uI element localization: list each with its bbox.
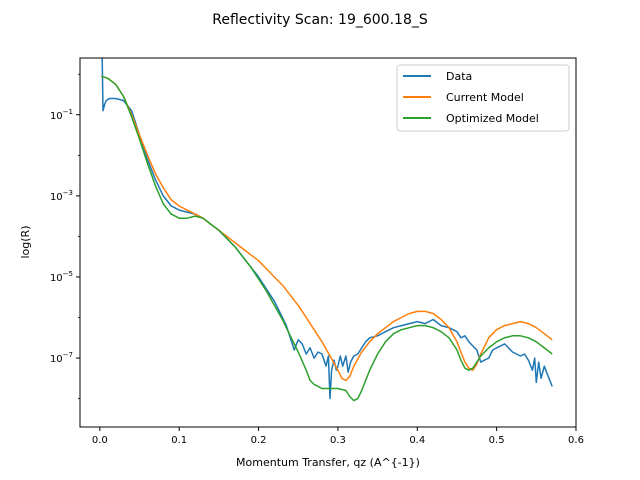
plot-frame (79, 57, 577, 428)
plot-lines (101, 57, 553, 402)
x-tick-label: 0.2 (251, 435, 267, 446)
y-axis-label: log(R) (19, 226, 32, 259)
series-line-1 (101, 75, 553, 382)
series-line-2 (101, 75, 553, 402)
x-axis-label: Momentum Transfer, qz (A^{-1}) (236, 456, 420, 469)
legend-label: Optimized Model (446, 112, 539, 125)
legend-label: Data (446, 70, 472, 83)
legend-label: Current Model (446, 91, 524, 104)
y-tick-label: 10−7 (50, 351, 73, 365)
y-tick-label: 10−3 (50, 189, 73, 203)
x-tick-label: 0.0 (92, 435, 108, 446)
x-tick-label: 0.5 (489, 435, 505, 446)
legend-box (396, 64, 570, 132)
x-tick-label: 0.1 (171, 435, 187, 446)
y-tick-label: 10−5 (50, 270, 73, 284)
x-tick-label: 0.6 (568, 435, 584, 446)
legend: Data Current Model Optimized Model (396, 64, 570, 132)
x-tick-label: 0.3 (330, 435, 346, 446)
chart-title: Reflectivity Scan: 19_600.18_S (212, 12, 428, 28)
y-axis: 10−1 10−3 10−5 10−7 (50, 73, 80, 400)
y-tick-label: 10−1 (50, 108, 73, 122)
x-tick-label: 0.4 (409, 435, 425, 446)
x-axis: 0.0 0.1 0.2 0.3 0.4 0.5 0.6 (92, 427, 584, 446)
